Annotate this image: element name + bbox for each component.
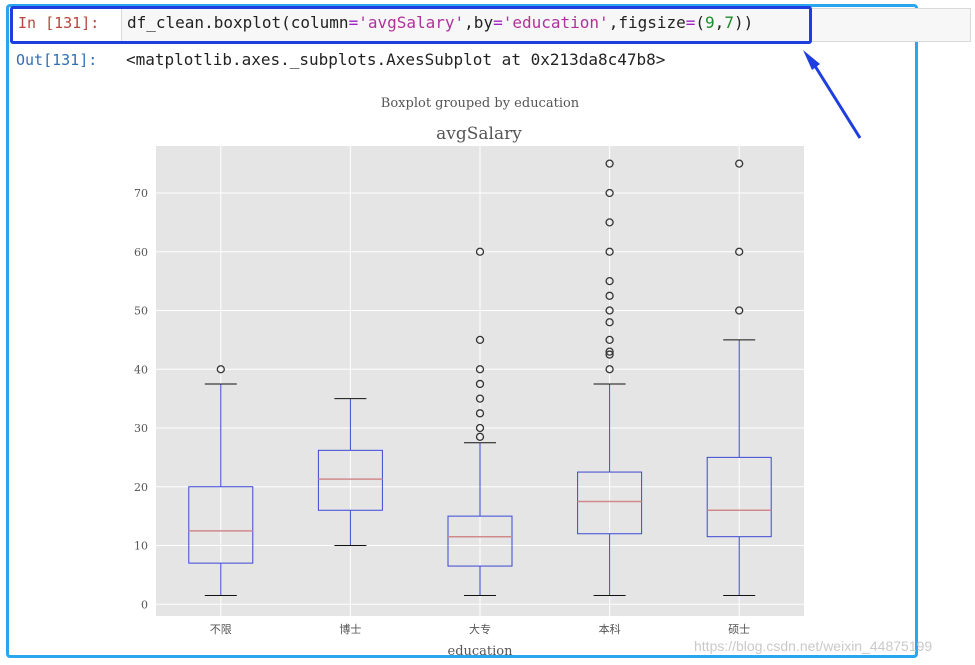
y-tick-label: 10 (134, 540, 148, 553)
y-tick-label: 40 (134, 363, 148, 376)
x-tick-label: 硕士 (728, 623, 750, 636)
iqr-box (447, 515, 513, 567)
code-token: = (493, 13, 503, 32)
code-token: df_clean.boxplot(column (127, 13, 349, 32)
outlier-point (605, 291, 614, 300)
outlier-point (735, 159, 744, 168)
outlier-point (605, 247, 614, 256)
code-token: 'avgSalary' (358, 13, 465, 32)
outlier-point (605, 335, 614, 345)
output-prompt: Out[131]: (16, 51, 98, 69)
outlier-point (475, 335, 485, 345)
y-tick-label: 70 (134, 187, 148, 200)
output-cell-highlight-frame (6, 4, 918, 658)
outlier-point (605, 347, 614, 356)
outlier-point (735, 306, 744, 315)
code-token: 'education' (502, 13, 609, 32)
outlier-point (475, 379, 485, 389)
outlier-point (605, 350, 614, 359)
outlier-point (475, 365, 485, 374)
y-tick-label: 60 (134, 246, 148, 259)
box-2 (317, 398, 383, 546)
chart-suptitle: Boxplot grouped by education (381, 96, 580, 111)
code-token: ( (695, 13, 706, 32)
chart-title: avgSalary (436, 124, 522, 144)
code-token: 9 (705, 13, 715, 32)
input-prompt: In [131]: (18, 14, 100, 32)
x-axis-label: education (448, 644, 514, 659)
outlier-point (605, 306, 614, 315)
outlier-point (605, 276, 614, 286)
iqr-box (317, 449, 383, 511)
code-token: = (685, 13, 696, 32)
outlier-point (605, 159, 614, 168)
iqr-box (706, 456, 772, 538)
outlier-point (605, 318, 614, 327)
outlier-point (475, 409, 485, 418)
annotation-arrow (803, 50, 820, 70)
code-token: , (714, 13, 725, 32)
y-tick-label: 50 (134, 305, 148, 318)
code-token: )) (733, 13, 754, 32)
outlier-point (475, 247, 485, 256)
x-tick-label: 大专 (469, 622, 491, 636)
y-tick-label: 0 (141, 598, 148, 611)
box-4 (577, 159, 643, 596)
outlier-point (605, 365, 614, 374)
code-token: ,by (464, 13, 494, 32)
outlier-point (735, 247, 744, 256)
annotation-arrow-shaft (813, 65, 862, 139)
code-line[interactable]: df_clean.boxplot(column='avgSalary',by='… (127, 13, 753, 33)
y-axis: 0 10 20 30 40 50 60 70 (134, 187, 148, 611)
y-tick-label: 30 (134, 422, 148, 435)
iqr-box (577, 471, 643, 535)
box-series (188, 159, 772, 596)
outlier-point (475, 432, 485, 441)
code-token: 7 (724, 13, 734, 32)
outlier-point (605, 218, 614, 227)
code-highlight-box (10, 6, 812, 44)
x-tick-label: 不限 (210, 623, 232, 636)
code-token: ,figsize (608, 13, 686, 32)
outlier-point (605, 188, 614, 198)
box-1 (188, 365, 254, 596)
x-tick-label: 博士 (339, 623, 361, 636)
outlier-point (216, 365, 225, 374)
box-3 (447, 247, 513, 596)
watermark: https://blog.csdn.net/weixin_44875199 (694, 638, 933, 654)
box-5 (706, 159, 772, 596)
iqr-box (188, 486, 254, 564)
outlier-point (475, 394, 485, 403)
outlier-point (475, 423, 485, 433)
y-tick-label: 20 (134, 481, 148, 494)
x-tick-label: 本科 (599, 622, 621, 636)
code-token: = (348, 13, 359, 32)
x-axis: 不限 博士 大专 本科 硕士 (210, 622, 750, 636)
output-repr-text: <matplotlib.axes._subplots.AxesSubplot a… (126, 50, 666, 69)
